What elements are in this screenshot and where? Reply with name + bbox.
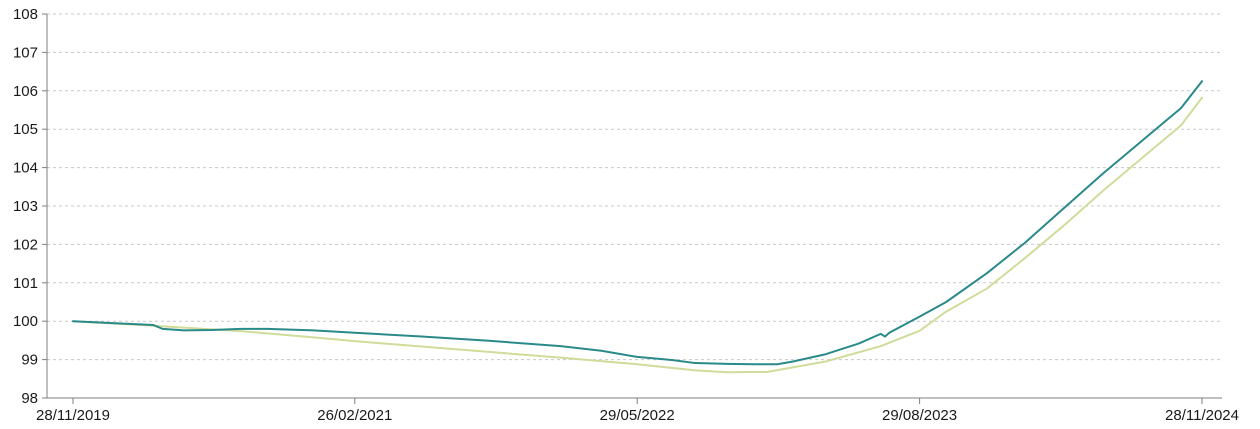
x-tick-label: 29/05/2022	[600, 407, 675, 424]
x-tick-label: 26/02/2021	[317, 407, 392, 424]
gridlines	[47, 13, 1222, 361]
x-axis-tick-labels: 28/11/2019 26/02/2021 29/05/2022 29/08/2023…	[36, 398, 1239, 424]
x-tick-label: 28/11/2024	[1165, 407, 1239, 424]
y-tick-label: 100	[13, 313, 38, 330]
x-tick-label: 29/08/2023	[882, 407, 957, 424]
y-tick-label: 106	[13, 83, 38, 100]
y-tick-label: 98	[21, 390, 38, 407]
y-tick-label: 103	[13, 198, 38, 215]
y-tick-label: 107	[13, 44, 38, 61]
series-line-2	[72, 96, 1203, 374]
series-lines	[72, 80, 1203, 374]
y-tick-label: 102	[13, 236, 38, 253]
y-tick-label: 99	[21, 352, 38, 369]
x-tick-label: 28/11/2019	[36, 407, 110, 424]
y-tick-label: 105	[13, 121, 38, 138]
y-axis-tick-labels: 98 99 100 101 102 103 104 105 106 107 108	[13, 6, 47, 407]
y-tick-label: 108	[13, 6, 38, 23]
series-line-1	[72, 80, 1203, 366]
y-tick-label: 104	[13, 160, 38, 177]
y-tick-label: 101	[13, 275, 38, 292]
